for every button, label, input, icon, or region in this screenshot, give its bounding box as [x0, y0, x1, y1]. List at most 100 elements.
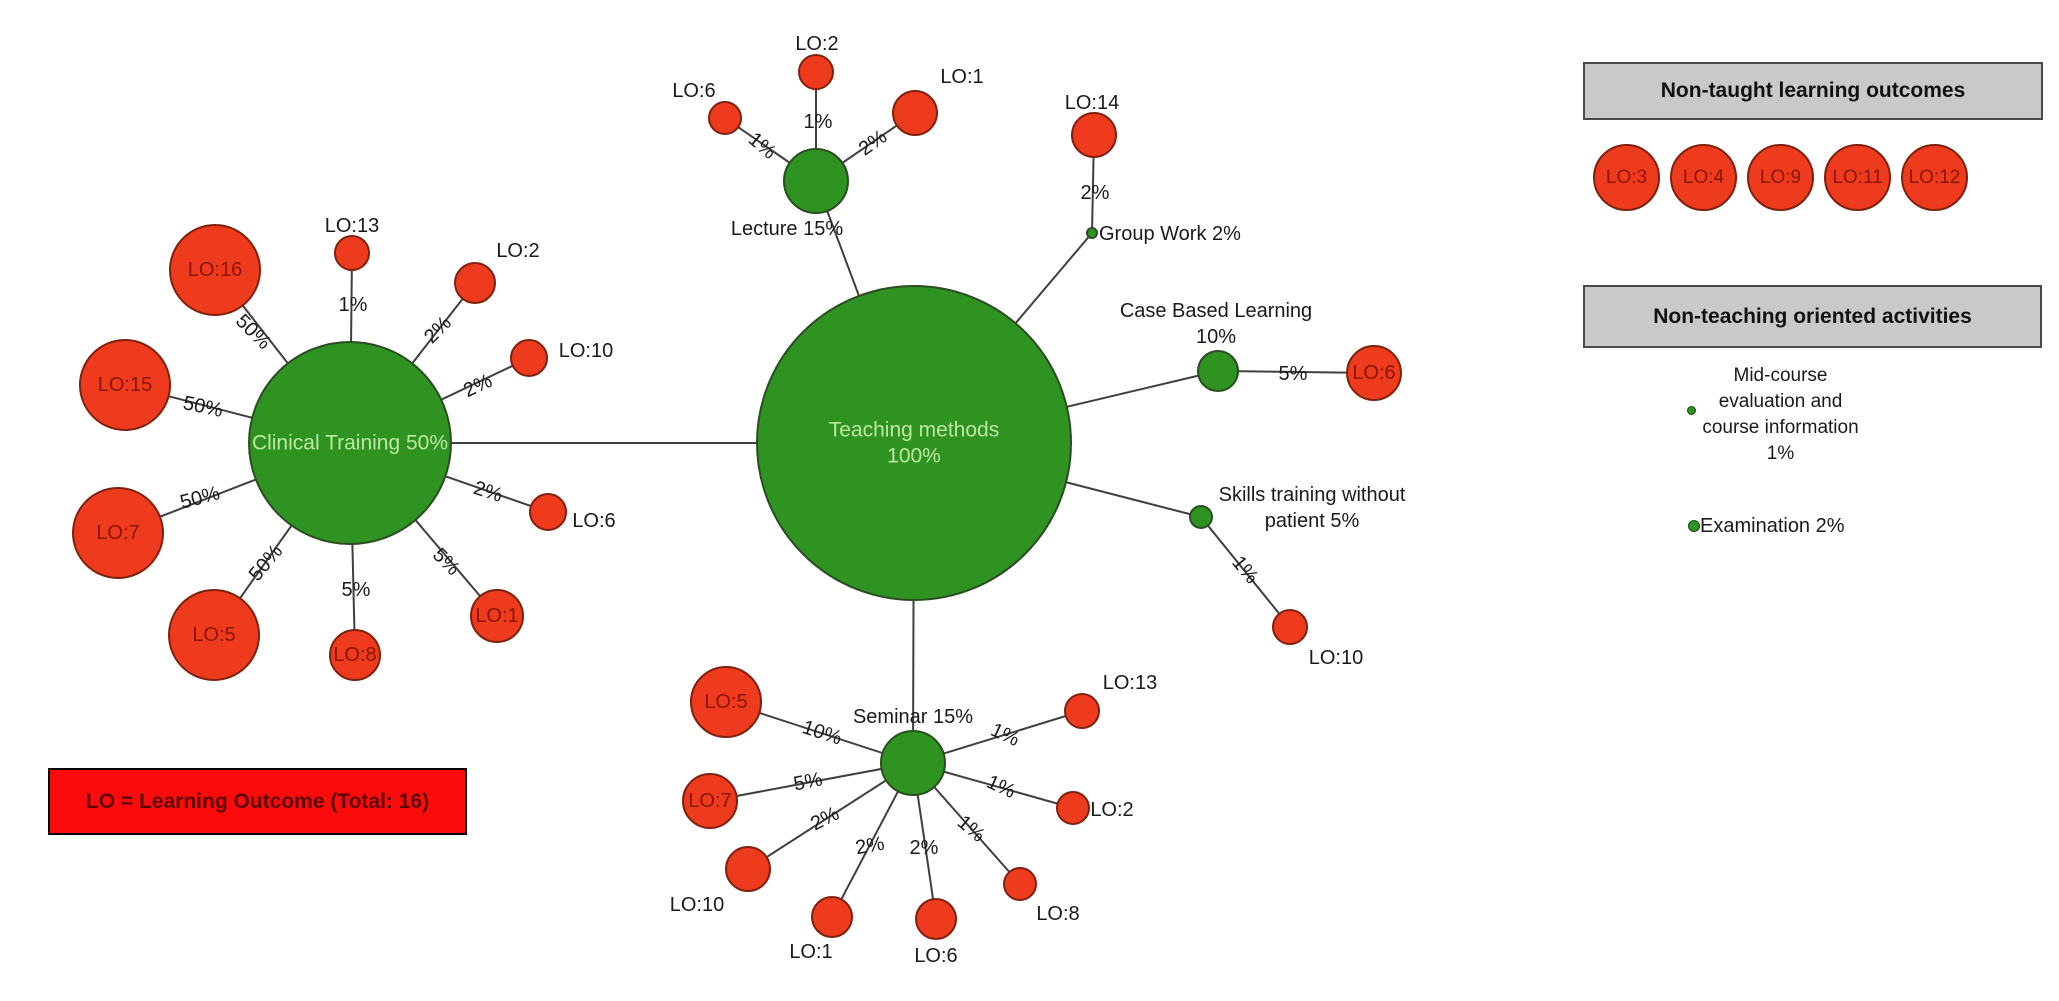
edge-label-seminar-sem_lo10: 2%	[807, 803, 843, 836]
lo-key-box: LO = Learning Outcome (Total: 16)	[48, 768, 467, 835]
node-sem_lo10	[725, 846, 771, 892]
node-sem_lo7	[682, 773, 738, 829]
node-label-seminar: Seminar 15%	[853, 706, 973, 728]
node-teaching	[756, 285, 1072, 601]
edge-label-clinical-cl_lo8: 5%	[342, 579, 371, 601]
mid-course-label: Mid-course evaluation and course informa…	[1670, 363, 1891, 467]
node-cl_lo16	[169, 224, 261, 316]
edge-label-clinical-cl_lo6: 2%	[471, 477, 505, 507]
node-sem_lo5	[690, 666, 762, 738]
node-sem_lo13	[1064, 693, 1100, 729]
node-skills	[1189, 505, 1213, 529]
edge-label-seminar-sem_lo2: 1%	[983, 771, 1019, 803]
node-sem_lo1	[811, 896, 853, 938]
node-cl_lo15	[79, 339, 171, 431]
node-label-sem_lo7: LO:7	[688, 790, 731, 812]
edge-label-seminar-sem_lo1: 2%	[854, 833, 887, 860]
node-label-cbl: 10%	[1196, 326, 1236, 348]
edge-skills-sk_lo10	[1200, 516, 1291, 628]
node-label-cbl_lo6: LO:6	[1352, 362, 1395, 384]
node-label-skills: Skills training without	[1219, 484, 1406, 506]
mid-course-line: Mid-course	[1733, 365, 1828, 386]
node-label-cbl: Case Based Learning	[1120, 300, 1312, 322]
edge-label-clinical-cl_lo7: 50%	[178, 482, 223, 514]
node-label-lec_lo1: LO:1	[940, 66, 983, 88]
node-seminar	[880, 730, 946, 796]
edge-label-seminar-sem_lo6: 2%	[910, 837, 939, 859]
edge-seminar-sem_lo7	[709, 762, 914, 802]
examination-label: Examination 2%	[1700, 515, 1845, 537]
edge-label-clinical-cl_lo5: 50%	[245, 540, 288, 585]
node-label-sem_lo6: LO:6	[914, 945, 957, 967]
node-label-groupwork: Group Work 2%	[1099, 223, 1241, 245]
node-label-cl_lo6: LO:6	[572, 510, 615, 532]
node-label-cl_lo10: LO:10	[559, 340, 613, 362]
mid-course-line: 1%	[1766, 443, 1795, 464]
examination-dot	[1688, 520, 1700, 532]
edge-label-lecture-lec_lo2: 1%	[804, 111, 833, 133]
node-label-cl_lo5: LO:5	[192, 624, 235, 646]
node-sem_lo8	[1003, 867, 1037, 901]
node-label-cl_lo15: LO:15	[98, 374, 152, 396]
mid-course-dot	[1687, 406, 1696, 415]
node-sk_lo10	[1272, 609, 1308, 645]
node-label-cl_lo13: LO:13	[325, 215, 379, 237]
node-label-cl_lo1: LO:1	[475, 605, 518, 627]
node-label-sem_lo13: LO:13	[1103, 672, 1157, 694]
node-label-cl_lo7: LO:7	[96, 522, 139, 544]
node-label-lec_lo2: LO:2	[795, 33, 838, 55]
node-clinical	[248, 341, 452, 545]
node-label-gw_lo14: LO:14	[1065, 92, 1119, 114]
edge-label-lecture-lec_lo1: 2%	[855, 126, 891, 161]
node-label-cl_lo2: LO:2	[496, 240, 539, 262]
edge-label-clinical-cl_lo16: 50%	[231, 310, 275, 354]
node-lec_lo1	[892, 90, 938, 136]
mid-course-line: evaluation and	[1718, 391, 1843, 412]
node-label-lec_lo6: LO:6	[672, 80, 715, 102]
node-groupwork	[1086, 227, 1098, 239]
edge-label-cbl-cbl_lo6: 5%	[1279, 363, 1308, 385]
node-label-sem_lo1: LO:1	[789, 941, 832, 963]
non-taught-lo-circle: LO:11	[1824, 144, 1891, 211]
node-label-sem_lo5: LO:5	[704, 691, 747, 713]
node-gw_lo14	[1071, 112, 1117, 158]
mid-course-line: course information	[1702, 417, 1859, 438]
edge-label-seminar-sem_lo7: 5%	[792, 768, 825, 795]
non-taught-header-label: Non-taught learning outcomes	[1660, 79, 1966, 102]
node-cl_lo13	[334, 235, 370, 271]
node-lecture	[783, 148, 849, 214]
node-label-clinical: Clinical Training 50%	[252, 432, 448, 455]
node-label-cl_lo16: LO:16	[188, 259, 242, 281]
edge-label-clinical-cl_lo1: 5%	[428, 544, 464, 580]
node-cl_lo2	[454, 262, 496, 304]
node-cl_lo6	[529, 493, 567, 531]
lo-key-label: LO = Learning Outcome (Total: 16)	[85, 789, 430, 813]
node-cl_lo8	[329, 629, 381, 681]
node-label-teaching: Teaching methods	[829, 419, 999, 442]
non-teaching-header-label: Non-teaching oriented activities	[1653, 304, 1972, 328]
non-teaching-header: Non-teaching oriented activities	[1583, 285, 2042, 348]
node-cl_lo10	[510, 339, 548, 377]
edge-label-clinical-cl_lo10: 2%	[460, 370, 496, 402]
non-taught-outcomes-row: LO:3 LO:4 LO:9 LO:11 LO:12	[1593, 144, 1968, 211]
node-cl_lo1	[470, 589, 524, 643]
edge-label-seminar-sem_lo8: 1%	[953, 811, 989, 847]
non-taught-header: Non-taught learning outcomes	[1583, 62, 2043, 120]
edge-label-clinical-cl_lo13: 1%	[339, 294, 368, 316]
node-label-lecture: Lecture 15%	[731, 218, 844, 240]
node-label-cl_lo8: LO:8	[333, 644, 376, 666]
node-label-sk_lo10: LO:10	[1309, 647, 1363, 669]
node-cl_lo5	[168, 589, 260, 681]
non-taught-lo-circle: LO:3	[1593, 144, 1660, 211]
edge-label-lecture-lec_lo6: 1%	[744, 128, 780, 164]
node-label-sem_lo10: LO:10	[670, 894, 724, 916]
node-label-sem_lo2: LO:2	[1090, 799, 1133, 821]
non-taught-lo-circle: LO:9	[1747, 144, 1814, 211]
non-taught-lo-circle: LO:4	[1670, 144, 1737, 211]
node-lec_lo6	[708, 101, 742, 135]
node-label-teaching: 100%	[887, 445, 941, 468]
edge-label-seminar-sem_lo13: 1%	[987, 719, 1023, 751]
node-sem_lo6	[915, 898, 957, 940]
